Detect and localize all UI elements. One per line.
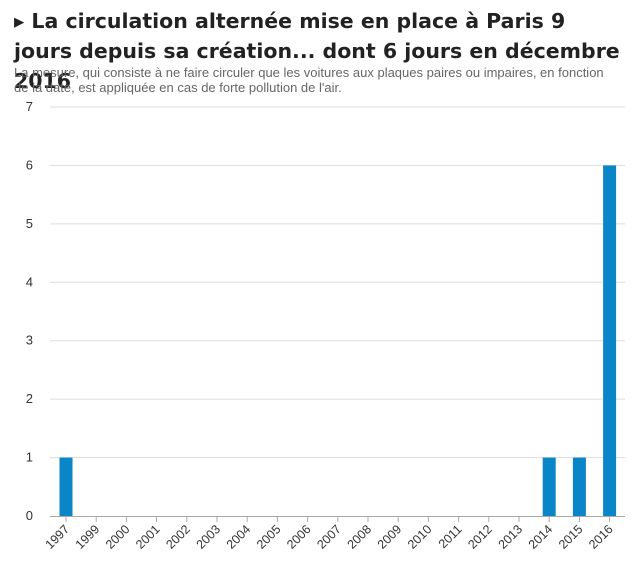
- bar: [542, 457, 556, 516]
- x-tick-label: 2012: [465, 522, 495, 552]
- y-tick-label: 0: [26, 508, 33, 523]
- x-tick-label: 2016: [586, 522, 616, 552]
- x-tick-label: 2014: [526, 522, 556, 552]
- x-tick-label: 2003: [194, 522, 224, 552]
- x-tick-label: 2006: [284, 522, 314, 552]
- x-tick-label: 2004: [224, 522, 254, 552]
- y-axis-ticks: 0 1 2 3 4 5 6 7: [26, 99, 33, 523]
- x-axis-ticks: 1997 1999 2000 2001 2002 2003 2004 2005 2006 2007…: [43, 516, 616, 552]
- x-tick-label: 2013: [496, 522, 526, 552]
- y-tick-label: 3: [26, 333, 33, 348]
- y-tick-label: 1: [26, 450, 33, 465]
- y-tick-label: 5: [26, 216, 33, 231]
- y-tick-label: 4: [26, 274, 33, 289]
- chart-title: ▸ La circulation alternée mise en place …: [14, 9, 620, 93]
- x-tick-label: 1997: [43, 522, 73, 552]
- x-tick-label: 2002: [163, 522, 193, 552]
- chart-subtitle: La mesure, qui consiste à ne faire circu…: [14, 65, 604, 95]
- x-tick-label: 2009: [375, 522, 405, 552]
- bar: [572, 457, 586, 516]
- grid-lines: [50, 106, 625, 459]
- x-tick-label: 2011: [436, 522, 465, 551]
- bars: [59, 165, 617, 516]
- x-tick-label: 2010: [405, 522, 435, 552]
- x-tick-label: 2015: [556, 522, 586, 552]
- x-tick-label: 1999: [73, 522, 103, 552]
- x-tick-label: 2008: [345, 522, 375, 552]
- x-tick-label: 2005: [254, 522, 284, 552]
- x-tick-label: 2007: [314, 522, 344, 552]
- y-tick-label: 6: [26, 157, 33, 172]
- x-tick-label: 2000: [103, 522, 133, 552]
- bar: [59, 457, 73, 516]
- y-tick-label: 2: [26, 391, 33, 406]
- x-tick-label: 2001: [133, 522, 163, 552]
- bar: [603, 165, 617, 516]
- y-tick-label: 7: [26, 99, 33, 114]
